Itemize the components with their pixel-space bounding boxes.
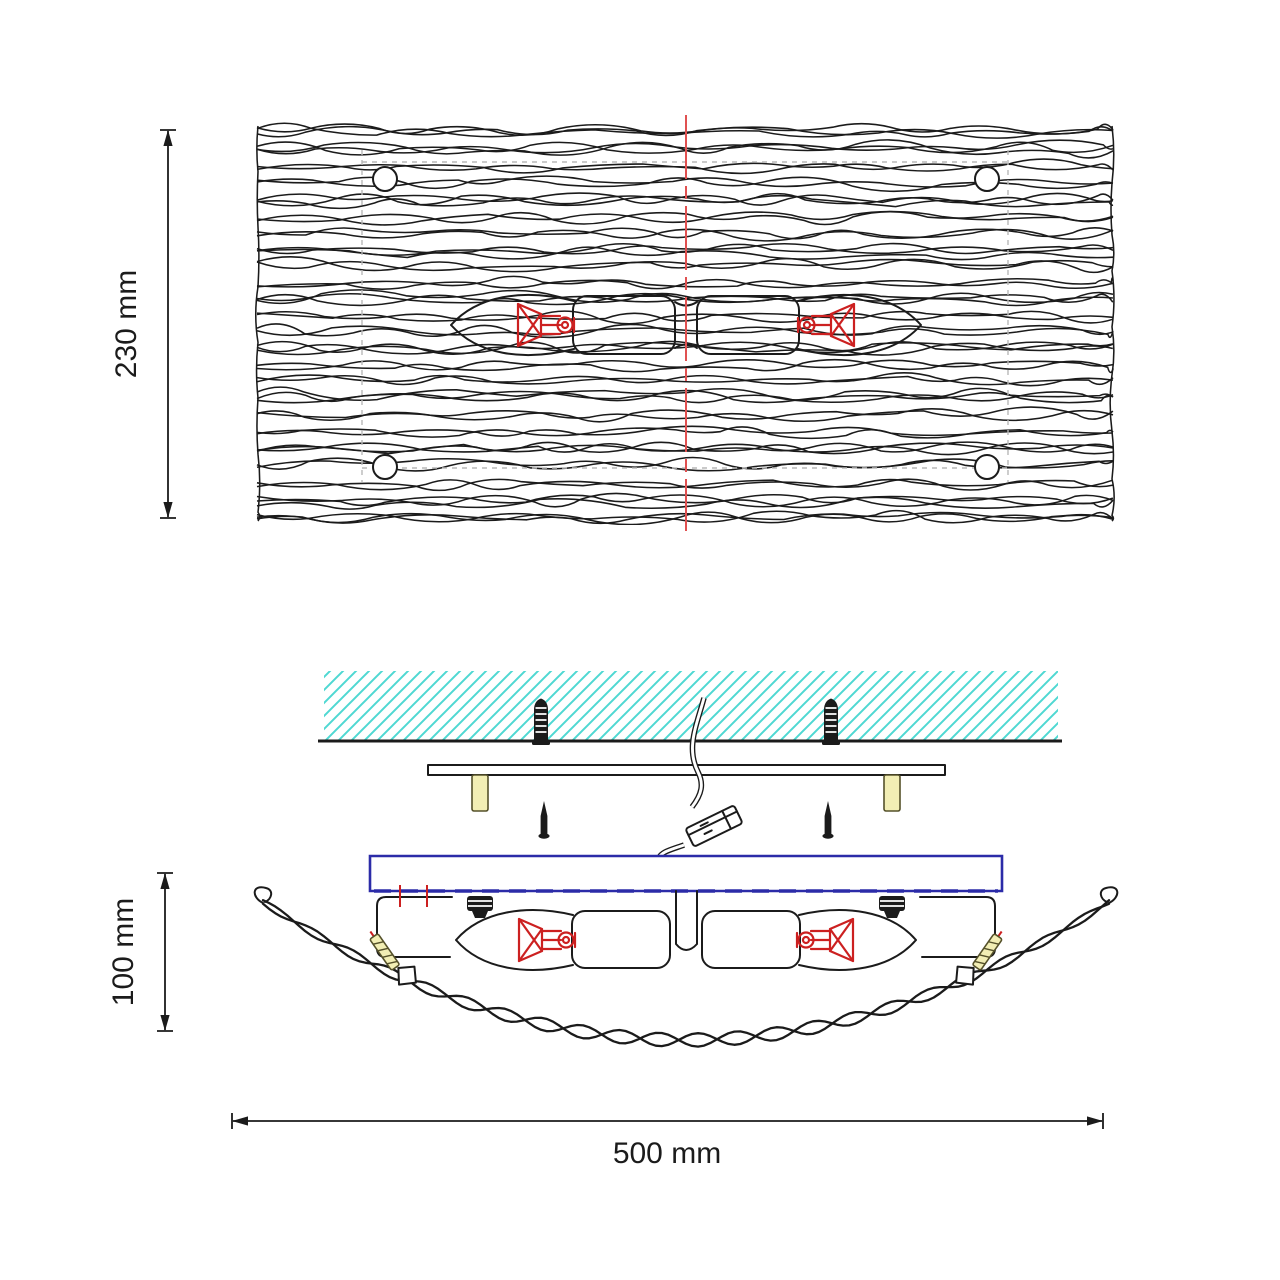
generated-line <box>256 496 1114 510</box>
generated-line <box>256 478 1114 491</box>
generated-line <box>256 228 1114 242</box>
holder-profile-left <box>571 910 671 969</box>
fixing-marks <box>399 885 428 907</box>
generated-line <box>254 125 261 522</box>
top-view <box>254 115 1115 531</box>
socket-clip-left <box>466 895 494 919</box>
generated-line <box>256 323 1114 339</box>
generated-line <box>1109 125 1115 522</box>
socket-symbol-side-left <box>517 917 577 963</box>
dimension-100mm: 100 mm <box>107 872 173 1032</box>
generated-line <box>256 511 1114 525</box>
generated-line <box>256 292 1113 307</box>
generated-line <box>256 341 1114 355</box>
generated-line <box>256 406 1114 423</box>
generated-line <box>256 310 1114 324</box>
dim-label-500: 500 mm <box>613 1137 721 1170</box>
generated-line <box>256 389 1114 404</box>
screw-right <box>822 801 834 839</box>
ceiling-hatch <box>324 671 1058 741</box>
generated-line <box>256 374 1114 387</box>
mounting-hole <box>974 166 1000 192</box>
dim-label-230: 230 mm <box>110 270 143 378</box>
generated-line <box>256 139 1114 159</box>
glass-tip-left <box>253 886 273 904</box>
generated-line <box>256 122 1114 136</box>
lamp-socket-symbol-left <box>516 302 576 348</box>
holder-profile-right <box>701 910 801 969</box>
generated-line <box>256 194 1114 210</box>
generated-line <box>256 277 1114 290</box>
generated-line <box>256 324 1114 337</box>
generated-line <box>256 372 1114 386</box>
socket-symbol-side-right <box>795 917 855 963</box>
mounting-bracket-bar <box>427 764 946 776</box>
generated-line <box>256 275 1114 290</box>
wall-plug-left <box>531 697 551 746</box>
mounting-hole <box>372 166 398 192</box>
bracket-stud-right <box>883 774 901 812</box>
generated-line <box>256 176 1114 193</box>
generated-line <box>256 386 1114 402</box>
lamp-socket-symbol-right <box>796 302 856 348</box>
generated-line <box>256 175 1113 188</box>
generated-line <box>256 256 1114 274</box>
generated-line <box>256 511 1113 525</box>
generated-line <box>256 141 1114 156</box>
generated-line <box>256 494 1114 508</box>
generated-line <box>256 257 1114 272</box>
lamp-holder-right <box>696 295 800 355</box>
mounting-hole <box>974 454 1000 480</box>
side-view <box>253 671 1119 1048</box>
generated-line <box>256 139 1114 155</box>
generated-line <box>256 246 1114 261</box>
bulb-outline-left <box>450 294 575 356</box>
generated-line <box>256 310 1113 325</box>
generated-line <box>256 425 1114 439</box>
bracket-stud-left <box>471 774 489 812</box>
generated-line <box>256 408 1114 423</box>
mounting-hole <box>372 454 398 480</box>
generated-line <box>256 242 1114 257</box>
generated-line <box>256 210 1114 226</box>
generated-line <box>256 289 1114 305</box>
generated-line <box>256 426 1113 440</box>
dimension-230mm: 230 mm <box>110 129 176 519</box>
dim-label-100: 100 mm <box>107 898 140 1006</box>
generated-line <box>256 210 1114 226</box>
dimension-500mm: 500 mm <box>231 1113 1104 1170</box>
generated-line <box>256 358 1114 374</box>
base-plate <box>368 854 1004 893</box>
glass-shade-profile <box>261 899 1111 1048</box>
generated-line <box>256 341 1113 356</box>
generated-line <box>256 192 1114 206</box>
wall-plug-right <box>821 697 841 746</box>
generated-line <box>261 902 1111 1048</box>
center-support <box>675 890 698 951</box>
generated-line <box>256 441 1114 455</box>
bulb-profile-left <box>455 909 574 971</box>
wire-connector <box>685 805 743 847</box>
screw-left <box>538 801 550 839</box>
socket-clip-right <box>878 895 906 919</box>
